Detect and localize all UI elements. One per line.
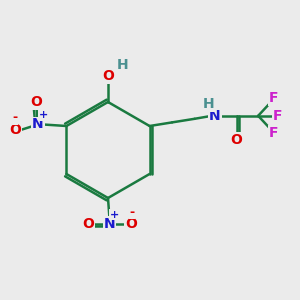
Text: +: +	[110, 209, 119, 220]
Text: O: O	[125, 217, 137, 230]
Text: N: N	[104, 217, 115, 230]
Text: O: O	[10, 123, 21, 137]
Text: F: F	[269, 126, 278, 140]
Text: H: H	[117, 58, 128, 72]
Text: N: N	[209, 109, 221, 123]
Text: F: F	[273, 109, 282, 123]
Text: N: N	[32, 118, 44, 131]
Text: +: +	[38, 110, 48, 121]
Text: -: -	[12, 111, 17, 124]
Text: O: O	[82, 217, 94, 230]
Text: -: -	[129, 206, 135, 219]
Text: F: F	[269, 92, 278, 105]
Text: O: O	[31, 95, 42, 109]
Text: O: O	[231, 133, 242, 147]
Text: O: O	[102, 70, 114, 83]
Text: H: H	[203, 98, 215, 111]
